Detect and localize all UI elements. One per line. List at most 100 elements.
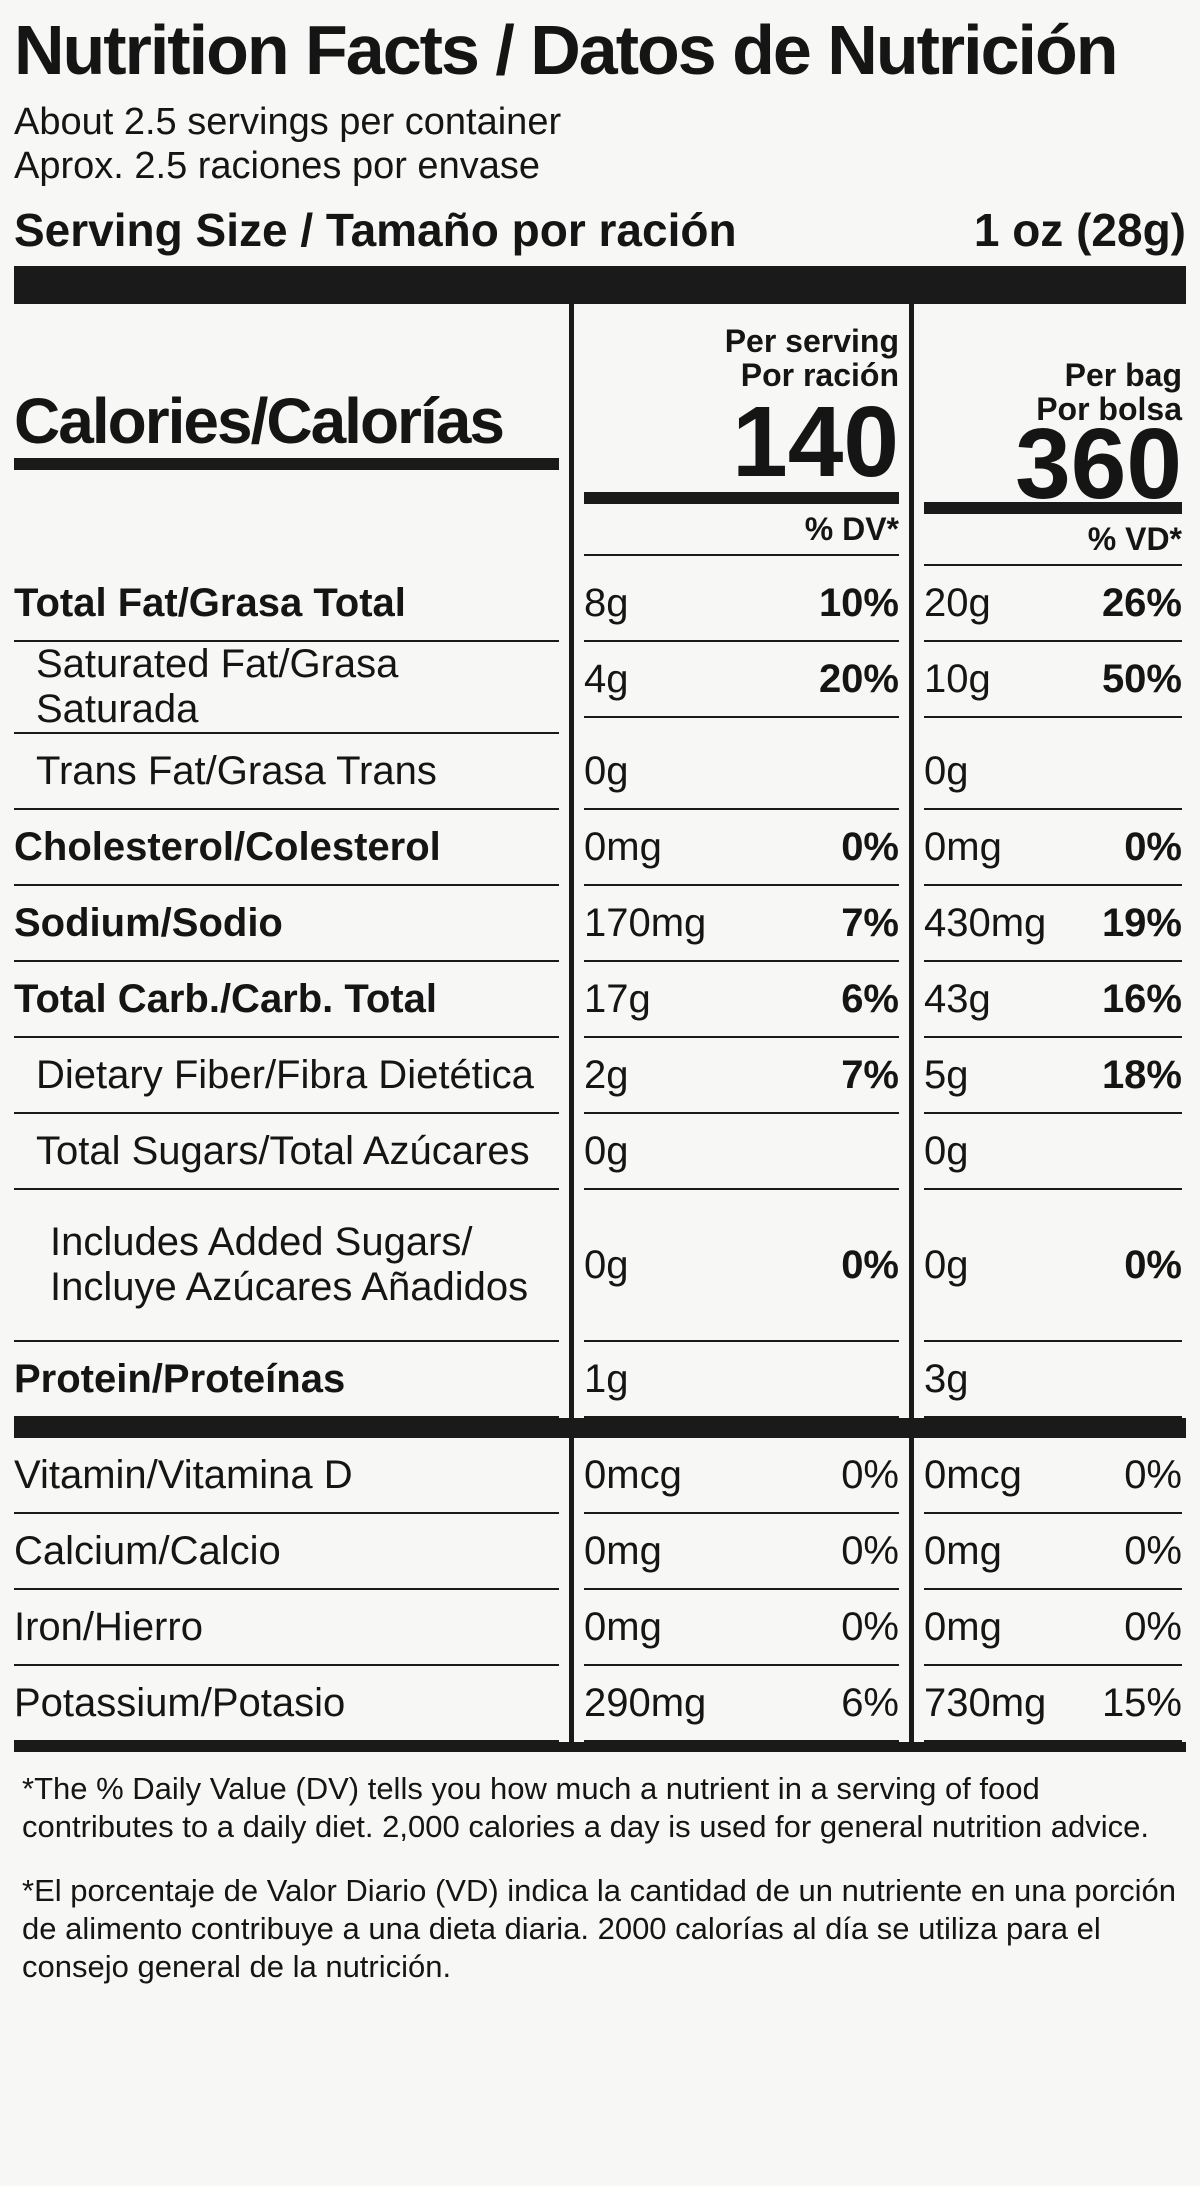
calories-value: 360: [924, 414, 1182, 514]
serving-values: 0g 0%: [584, 1190, 899, 1342]
daily-value: 10%: [818, 580, 899, 625]
bag-cell: 430mg 19%: [914, 886, 1186, 962]
daily-value: 0%: [841, 1242, 899, 1287]
serving-values: 8g 10%: [584, 566, 899, 642]
amount: 5g: [924, 1052, 969, 1097]
name-cell: Includes Added Sugars/Incluye Azúcares A…: [14, 1190, 574, 1342]
amount: 3g: [924, 1356, 969, 1401]
bag-values: 0g: [924, 734, 1182, 810]
daily-value: 15%: [1101, 1680, 1182, 1725]
header: Per bag Por bolsa: [924, 304, 1182, 426]
name-cell: Iron/Hierro: [14, 1590, 574, 1666]
amount: 2g: [584, 1052, 629, 1097]
serving-cell: 0g: [574, 734, 914, 810]
nutrient-name: Includes Added Sugars/Incluye Azúcares A…: [14, 1190, 559, 1342]
name-cell: Dietary Fiber/Fibra Dietética: [14, 1038, 574, 1114]
nutrient-name: Dietary Fiber/Fibra Dietética: [14, 1038, 559, 1114]
amount: 0mg: [584, 1604, 662, 1649]
amount: 0g: [584, 1128, 629, 1173]
header-line: Por ración: [740, 357, 899, 393]
amount: 0mcg: [584, 1452, 682, 1497]
name-line: Sodium/Sodio: [14, 900, 283, 945]
amount: 0mg: [924, 1528, 1002, 1573]
nutrient-name: Total Sugars/Total Azúcares: [14, 1114, 559, 1190]
bag-values: 20g 26%: [924, 566, 1182, 642]
servings-en: About 2.5 servings per container: [14, 101, 562, 143]
nutrient-name: Calcium/Calcio: [14, 1514, 559, 1590]
name-line: Includes Added Sugars/: [50, 1220, 473, 1264]
name-cell: Total Sugars/Total Azúcares: [14, 1114, 574, 1190]
amount: 1g: [584, 1356, 629, 1401]
amount: 0g: [924, 1242, 969, 1287]
title: Nutrition Facts / Datos de Nutrición: [14, 11, 1119, 89]
calories-cell: Calories/Calorías: [14, 304, 574, 566]
daily-value: 16%: [1101, 976, 1182, 1021]
dv-header: % DV*: [584, 504, 899, 556]
name-cell: Total Fat/Grasa Total: [14, 566, 574, 642]
bag-cell: 730mg 15%: [914, 1666, 1186, 1742]
bag-cell: 0mg 0%: [914, 1590, 1186, 1666]
serving-values: 0mg 0%: [584, 1514, 899, 1590]
daily-value: 7%: [841, 1052, 899, 1097]
serving-cell: 4g 20%: [574, 642, 914, 734]
name-cell: Vitamin/Vitamina D: [14, 1418, 574, 1514]
nutrient-name: Total Carb./Carb. Total: [14, 962, 559, 1038]
name-line: Calcium/Calcio: [14, 1528, 281, 1573]
name-line: Vitamin/Vitamina D: [14, 1452, 353, 1497]
bag-values: 0mg 0%: [924, 810, 1182, 886]
serving-cell: 0mg 0%: [574, 1514, 914, 1590]
name-line: Saturated Fat/Grasa Saturada: [36, 642, 399, 731]
footnote: *El porcentaje de Valor Diario (VD) indi…: [22, 1873, 1177, 1984]
nutrient-name: Total Fat/Grasa Total: [14, 566, 559, 642]
header-line: Per bag: [1064, 357, 1182, 393]
name-cell: Trans Fat/Grasa Trans: [14, 734, 574, 810]
amount: 4g: [584, 656, 629, 701]
amount: 0g: [924, 748, 969, 793]
serving-cell: 1g: [574, 1342, 914, 1418]
daily-value: 0%: [841, 1452, 899, 1497]
name-cell: Calcium/Calcio: [14, 1514, 574, 1590]
name-line: Total Sugars/Total Azúcares: [36, 1128, 530, 1173]
daily-value: 0%: [841, 1604, 899, 1649]
daily-value: 0%: [1124, 1452, 1182, 1497]
nutrient-name: Sodium/Sodio: [14, 886, 559, 962]
nutrient-name: Vitamin/Vitamina D: [14, 1438, 559, 1514]
daily-value: 6%: [841, 1680, 899, 1725]
daily-value: 0%: [1124, 824, 1182, 869]
name-line: Cholesterol/Colesterol: [14, 824, 441, 869]
bag-cell: 10g 50%: [914, 642, 1186, 734]
serving-values: 0g: [584, 734, 899, 810]
daily-value: 7%: [841, 900, 899, 945]
name-cell: Cholesterol/Colesterol: [14, 810, 574, 886]
bag-cell: 20g 26%: [914, 566, 1186, 642]
nutrient-name: Potassium/Potasio: [14, 1666, 559, 1742]
serving-cell: 0mcg 0%: [574, 1418, 914, 1514]
footnote: *The % Daily Value (DV) tells you how mu…: [22, 1771, 1149, 1844]
amount: 10g: [924, 656, 991, 701]
bag-values: 10g 50%: [924, 642, 1182, 718]
serving-cell: 290mg 6%: [574, 1666, 914, 1742]
name-line: Iron/Hierro: [14, 1604, 203, 1649]
name-line: Incluye Azúcares Añadidos: [50, 1265, 529, 1309]
serving-values: 0mg 0%: [584, 810, 899, 886]
serving-values: 4g 20%: [584, 642, 899, 718]
bag-cell: 0mg 0%: [914, 1514, 1186, 1590]
bag-cell: 0mg 0%: [914, 810, 1186, 886]
bag-cell: 43g 16%: [914, 962, 1186, 1038]
bag-values: 0mg 0%: [924, 1590, 1182, 1666]
serving-values: 290mg 6%: [584, 1666, 899, 1742]
name-cell: Saturated Fat/Grasa Saturada: [14, 642, 574, 734]
nutrient-name: Saturated Fat/Grasa Saturada: [14, 642, 559, 734]
name-line: Protein/Proteínas: [14, 1356, 346, 1401]
bag-values: 43g 16%: [924, 962, 1182, 1038]
bag-cell: 0mcg 0%: [914, 1418, 1186, 1514]
name-line: Trans Fat/Grasa Trans: [36, 748, 437, 793]
serving-cell: 0g 0%: [574, 1190, 914, 1342]
calories-label: Calories/Calorías: [14, 304, 559, 470]
daily-value: 26%: [1101, 580, 1182, 625]
serving-cell: 0g: [574, 1114, 914, 1190]
name-cell: Protein/Proteínas: [14, 1342, 574, 1418]
serving-cell: 170mg 7%: [574, 886, 914, 962]
